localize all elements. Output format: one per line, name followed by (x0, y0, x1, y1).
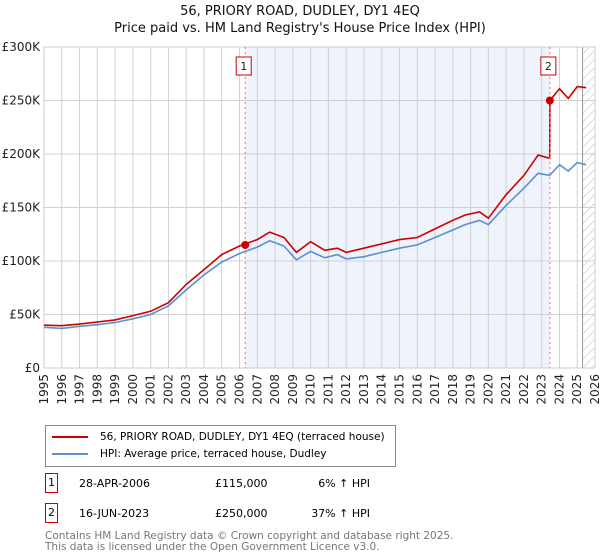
x-tick-label: 2005 (215, 374, 229, 405)
x-tick-label: 1995 (37, 374, 51, 405)
y-tick-label: £250K (2, 94, 42, 108)
sale-hpi: 37% ↑ HPI (311, 506, 370, 520)
x-tick-label: 2008 (268, 374, 282, 405)
x-tick-label: 2016 (410, 374, 424, 405)
sale-row-2: 2 16-JUN-2023 £250,000 37% ↑ HPI (45, 503, 370, 523)
footer: Contains HM Land Registry data © Crown c… (45, 531, 453, 553)
sale-row-1: 1 28-APR-2006 £115,000 6% ↑ HPI (45, 473, 370, 493)
sale-date: 16-JUN-2023 (79, 506, 150, 520)
footer-line: This data is licensed under the Open Gov… (45, 541, 380, 553)
x-tick-label: 2015 (392, 374, 406, 405)
sale-point (545, 96, 554, 105)
x-tick-label: 2012 (339, 374, 353, 405)
x-tick-label: 2007 (250, 374, 264, 405)
x-tick-label: 2011 (321, 374, 335, 405)
chart-subtitle: Price paid vs. HM Land Registry's House … (114, 21, 486, 36)
sale-label: 2 (545, 60, 552, 73)
footer-line: Contains HM Land Registry data © Crown c… (45, 530, 454, 542)
x-tick-label: 2018 (446, 374, 460, 405)
sale-price: £250,000 (215, 506, 268, 520)
x-tick-label: 2021 (499, 374, 513, 405)
x-tick-label: 2002 (161, 374, 175, 405)
x-tick-label: 1998 (90, 374, 104, 405)
sale-label: 1 (240, 60, 247, 73)
sale-label-box (540, 56, 557, 76)
x-tick-label: 2023 (535, 374, 549, 405)
property-price-line (43, 85, 587, 327)
x-tick-label: 2014 (375, 374, 389, 405)
hpi-line (43, 161, 587, 330)
y-tick-label: £100K (2, 254, 42, 268)
x-tick-label: 2025 (570, 374, 584, 405)
legend-label: 56, PRIORY ROAD, DUDLEY, DY1 4EQ (terrac… (100, 431, 385, 443)
sale-date: 28-APR-2006 (79, 476, 151, 490)
x-tick-label: 2026 (588, 374, 600, 405)
legend: 56, PRIORY ROAD, DUDLEY, DY1 4EQ (terrac… (45, 425, 396, 467)
x-tick-label: 2024 (552, 374, 566, 405)
chart-title: 56, PRIORY ROAD, DUDLEY, DY1 4EQ (180, 4, 420, 19)
x-tick-label: 2001 (144, 374, 158, 405)
x-tick-label: 2006 (233, 374, 247, 405)
y-tick-label: £200K (2, 147, 42, 161)
x-tick-label: 1999 (108, 374, 122, 405)
y-tick-label: £50K (9, 308, 41, 322)
x-tick-label: 1997 (73, 374, 87, 405)
x-tick-label: 2000 (126, 374, 140, 405)
sale-point (241, 240, 250, 249)
x-tick-label: 2017 (428, 374, 442, 405)
y-tick-label: £300K (2, 40, 42, 54)
x-tick-label: 2020 (481, 374, 495, 405)
sale-label-box (235, 56, 252, 76)
legend-label: HPI: Average price, terraced house, Dudl… (100, 448, 327, 460)
x-tick-label: 2004 (197, 374, 211, 405)
x-tick-label: 2010 (304, 374, 318, 405)
legend-item-property: 56, PRIORY ROAD, DUDLEY, DY1 4EQ (terrac… (52, 430, 385, 444)
x-tick-label: 2013 (357, 374, 371, 405)
x-tick-label: 2022 (517, 374, 531, 405)
sale-hpi: 6% ↑ HPI (318, 476, 370, 490)
sale-badge: 2 (45, 503, 58, 523)
plot-border (43, 46, 596, 369)
x-tick-label: 1996 (55, 374, 69, 405)
x-tick-label: 2019 (464, 374, 478, 405)
x-tick-label: 2009 (286, 374, 300, 405)
y-tick-label: £150K (2, 201, 42, 215)
sale-badge: 1 (45, 473, 58, 493)
y-tick-label: £0 (25, 361, 40, 375)
chart-plot: 1995 1996 1997 1998 1999 2000 2001 2002 2003 2004… (2, 40, 600, 405)
x-tick-label: 2003 (179, 374, 193, 405)
legend-item-hpi: HPI: Average price, terraced house, Dudl… (52, 447, 327, 461)
sale-price: £115,000 (215, 476, 268, 490)
